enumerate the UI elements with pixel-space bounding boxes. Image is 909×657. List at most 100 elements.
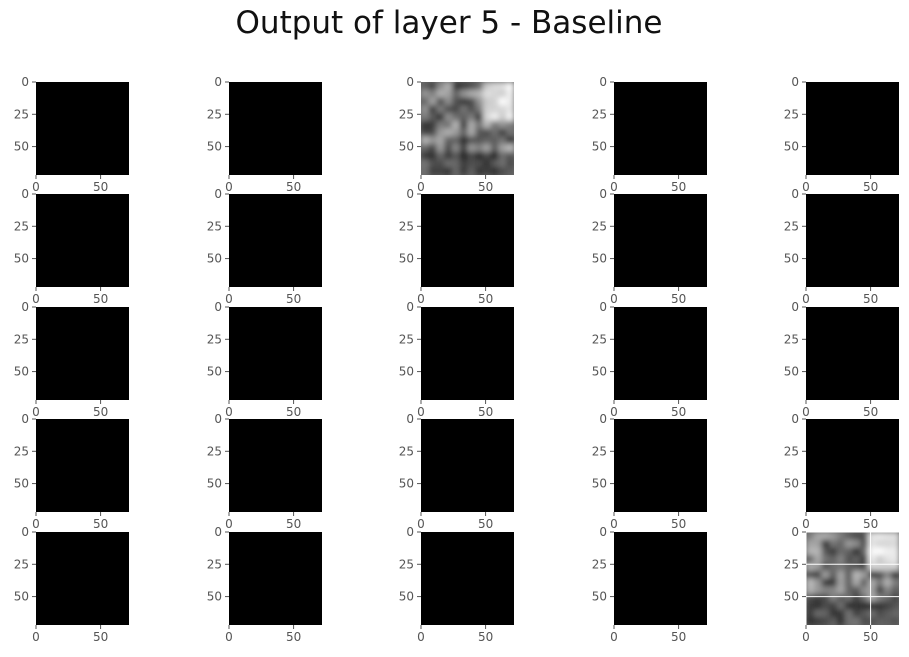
blank-feature-map	[421, 194, 514, 287]
x-tick-label: 0	[32, 180, 40, 194]
feature-image	[421, 82, 514, 175]
y-tick-label: 25	[784, 219, 799, 233]
panel-r4-c2: 0 25 50 0 50	[399, 525, 514, 644]
y-tick-label: 25	[399, 444, 414, 458]
y-tick-label: 0	[599, 300, 607, 314]
y-tick-label: 0	[406, 187, 414, 201]
y-tick-label: 25	[784, 557, 799, 571]
y-tick-label: 25	[14, 557, 29, 571]
y-tick-label: 25	[399, 107, 414, 121]
x-tick-label: 0	[225, 292, 233, 306]
y-tick-label: 0	[406, 412, 414, 426]
x-tick-label: 50	[671, 180, 686, 194]
blank-feature-map	[614, 307, 707, 400]
blank-feature-map	[229, 307, 322, 400]
blank-feature-map	[229, 82, 322, 175]
panel-r1-c4: 0 25 50 0 50	[784, 187, 899, 306]
blank-feature-map	[614, 194, 707, 287]
y-tick-label: 50	[784, 140, 799, 154]
y-tick-label: 50	[399, 140, 414, 154]
y-tick-label: 50	[399, 477, 414, 491]
blank-feature-map	[36, 194, 129, 287]
y-tick-label: 50	[784, 477, 799, 491]
y-tick-label: 25	[784, 332, 799, 346]
y-tick-label: 25	[399, 332, 414, 346]
x-tick-label: 50	[286, 517, 301, 531]
blank-feature-map	[806, 307, 899, 400]
chart-title: Output of layer 5 - Baseline	[236, 5, 663, 41]
x-tick-label: 0	[225, 630, 233, 644]
y-tick-label: 0	[21, 412, 29, 426]
x-tick-label: 50	[286, 630, 301, 644]
x-tick-label: 50	[478, 292, 493, 306]
y-tick-label: 50	[207, 252, 222, 266]
y-tick-label: 0	[21, 187, 29, 201]
x-tick-label: 0	[32, 292, 40, 306]
blank-feature-map	[36, 532, 129, 625]
blank-feature-map	[421, 419, 514, 512]
x-tick-label: 0	[417, 517, 425, 531]
panel-r2-c1: 0 25 50 0 50	[207, 300, 322, 419]
y-tick-label: 50	[784, 590, 799, 604]
panel-r4-c4: 0 25 50 0 50	[784, 525, 899, 644]
x-tick-label: 0	[802, 180, 810, 194]
y-tick-label: 50	[784, 365, 799, 379]
blank-feature-map	[806, 194, 899, 287]
blank-feature-map	[614, 419, 707, 512]
y-tick-label: 0	[599, 525, 607, 539]
panel-r4-c1: 0 25 50 0 50	[207, 525, 322, 644]
y-tick-label: 50	[207, 140, 222, 154]
y-tick-label: 50	[399, 365, 414, 379]
y-tick-label: 25	[14, 219, 29, 233]
blank-feature-map	[229, 194, 322, 287]
y-tick-label: 50	[592, 140, 607, 154]
x-tick-label: 0	[32, 405, 40, 419]
panel-r2-c2: 0 25 50 0 50	[399, 300, 514, 419]
y-tick-label: 25	[592, 557, 607, 571]
panel-r1-c1: 0 25 50 0 50	[207, 187, 322, 306]
panel-r2-c3: 0 25 50 0 50	[592, 300, 707, 419]
x-tick-label: 0	[802, 630, 810, 644]
panel-r3-c0: 0 25 50 0 50	[14, 412, 129, 531]
blank-feature-map	[229, 532, 322, 625]
x-tick-label: 0	[225, 180, 233, 194]
y-tick-label: 50	[592, 477, 607, 491]
y-tick-label: 0	[21, 300, 29, 314]
panel-r3-c1: 0 25 50 0 50	[207, 412, 322, 531]
x-tick-label: 50	[863, 517, 878, 531]
x-tick-label: 0	[610, 630, 618, 644]
y-tick-label: 0	[791, 412, 799, 426]
y-tick-label: 50	[207, 477, 222, 491]
y-tick-label: 25	[784, 107, 799, 121]
y-tick-label: 50	[14, 140, 29, 154]
y-tick-label: 25	[592, 219, 607, 233]
x-tick-label: 0	[417, 405, 425, 419]
y-tick-label: 0	[406, 525, 414, 539]
panel-r3-c2: 0 25 50 0 50	[399, 412, 514, 531]
x-tick-label: 50	[478, 517, 493, 531]
blank-feature-map	[36, 82, 129, 175]
blank-feature-map	[421, 307, 514, 400]
x-tick-label: 0	[610, 517, 618, 531]
blank-feature-map	[421, 532, 514, 625]
y-tick-label: 0	[214, 75, 222, 89]
x-tick-label: 50	[671, 405, 686, 419]
y-tick-label: 50	[784, 252, 799, 266]
x-tick-label: 50	[478, 180, 493, 194]
panel-r0-c1: 0 25 50 0 50	[207, 75, 322, 194]
x-tick-label: 50	[863, 405, 878, 419]
blank-feature-map	[614, 82, 707, 175]
y-tick-label: 0	[599, 412, 607, 426]
panel-r3-c4: 0 25 50 0 50	[784, 412, 899, 531]
x-tick-label: 0	[225, 405, 233, 419]
y-tick-label: 0	[214, 300, 222, 314]
y-tick-label: 25	[207, 557, 222, 571]
y-tick-label: 25	[14, 332, 29, 346]
y-tick-label: 25	[207, 107, 222, 121]
panels-group: 0 25 50 0 50 0 25 50 0 50 0 25 50 0 50 0 25 50 0 50 0 25 50 0 50…	[14, 75, 899, 644]
y-tick-label: 25	[784, 444, 799, 458]
y-tick-label: 0	[791, 525, 799, 539]
panel-r2-c4: 0 25 50 0 50	[784, 300, 899, 419]
panel-r4-c0: 0 25 50 0 50	[14, 525, 129, 644]
